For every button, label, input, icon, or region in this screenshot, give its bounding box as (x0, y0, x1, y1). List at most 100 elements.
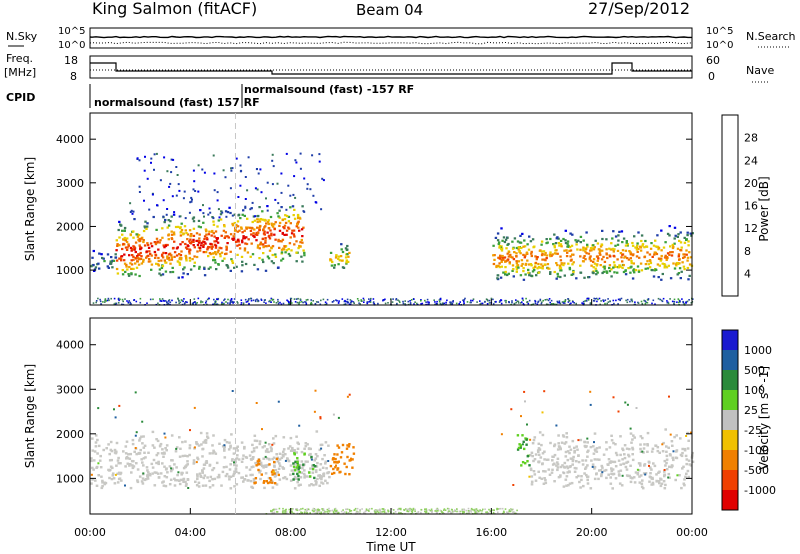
ground-scatter-cell (638, 475, 641, 478)
ground-scatter-cell (105, 447, 108, 450)
power-cell (650, 242, 653, 245)
power-cell (569, 249, 573, 252)
power-cell (502, 236, 506, 239)
ground-scatter-cell (686, 469, 690, 473)
power-cell (673, 226, 677, 229)
ground-scatter-cell (227, 475, 231, 478)
ground-scatter-cell (100, 486, 104, 490)
ground-scatter-cell (631, 446, 634, 450)
power-cell (524, 262, 528, 265)
power-cell (192, 303, 194, 305)
power-cell (190, 233, 193, 236)
power-cell (186, 233, 190, 236)
power-cell (557, 237, 560, 240)
velocity-cell (541, 411, 544, 414)
power-cell (207, 267, 210, 270)
ground-scatter-cell (619, 469, 623, 472)
power-cell (541, 252, 544, 256)
power-cell (111, 259, 114, 262)
power-cell (257, 172, 260, 175)
ground-scatter-cell (278, 464, 282, 467)
ground-scatter-cell (311, 471, 315, 474)
power-cell (296, 301, 299, 304)
power-cell (210, 230, 214, 233)
velocity-cell (269, 477, 272, 480)
ground-scatter-cell (184, 440, 187, 443)
ground-scatter-cell (271, 486, 275, 489)
velocity-cell (334, 466, 337, 469)
ground-scatter-cell (675, 434, 678, 437)
power-cell (205, 233, 208, 236)
ground-scatter-cell (644, 472, 648, 475)
ground-scatter-cell (620, 484, 624, 487)
power-cell (243, 247, 247, 250)
power-cell (202, 212, 205, 215)
power-cell (547, 299, 550, 302)
power-cell (686, 259, 689, 262)
velocity-cell (405, 508, 408, 511)
power-cell (266, 220, 270, 224)
power-cell (192, 220, 196, 223)
power-cell (679, 301, 681, 303)
ground-scatter-cell (202, 467, 206, 470)
power-cell (135, 300, 138, 303)
velocity-cell (689, 431, 692, 434)
velocity-cell (261, 428, 263, 431)
power-cell (610, 242, 613, 245)
velocity-cell (528, 475, 531, 478)
power-cell (263, 230, 266, 233)
ground-scatter-cell (265, 457, 269, 460)
power-cell (621, 253, 624, 256)
ground-scatter-cell (193, 447, 196, 450)
power-cell (118, 257, 121, 260)
ground-scatter-cell (572, 455, 575, 459)
power-cell (189, 241, 192, 244)
power-cell (232, 302, 234, 304)
velocity-cell (451, 509, 453, 511)
power-cell (142, 260, 145, 263)
ground-scatter-cell (563, 442, 567, 445)
power-cell (528, 274, 531, 277)
velocity-cell (141, 420, 144, 423)
velocity-cell (387, 509, 389, 512)
ground-scatter-cell (182, 480, 185, 483)
velocity-cell (529, 438, 532, 441)
power-cell (164, 270, 168, 273)
ground-scatter-cell (565, 465, 569, 468)
ground-scatter-cell (146, 469, 149, 472)
ground-scatter-cell (180, 473, 183, 476)
ground-scatter-cell (113, 482, 117, 485)
power-cell (194, 301, 196, 303)
power-cell (466, 301, 469, 303)
power-cell (192, 302, 195, 304)
power-cell (511, 256, 514, 259)
power-cell (226, 242, 229, 245)
ground-scatter-cell (125, 440, 129, 443)
ground-scatter-cell (647, 460, 651, 463)
power-cell (634, 269, 638, 272)
velocity-cell (434, 510, 436, 512)
power-cell (192, 169, 195, 172)
ground-scatter-cell (605, 448, 608, 451)
ground-scatter-cell (276, 460, 280, 463)
power-cell (152, 298, 154, 301)
velocity-cell (113, 408, 115, 411)
power-cell (669, 277, 673, 280)
power-cell (193, 180, 196, 183)
power-cell (533, 266, 537, 269)
power-cell (322, 179, 325, 182)
ground-scatter-cell (579, 438, 583, 442)
velocity-cell (453, 510, 455, 513)
ground-scatter-cell (230, 433, 233, 436)
power-cell (515, 252, 518, 255)
power-cell (520, 259, 524, 262)
power-cell (683, 253, 686, 256)
power-cell (154, 256, 157, 259)
ground-scatter-cell (108, 459, 112, 462)
power-cell (264, 239, 267, 242)
power-cell (687, 278, 690, 281)
power-cell (159, 298, 161, 300)
ground-scatter-cell (126, 462, 130, 465)
ground-scatter-cell (181, 440, 184, 444)
